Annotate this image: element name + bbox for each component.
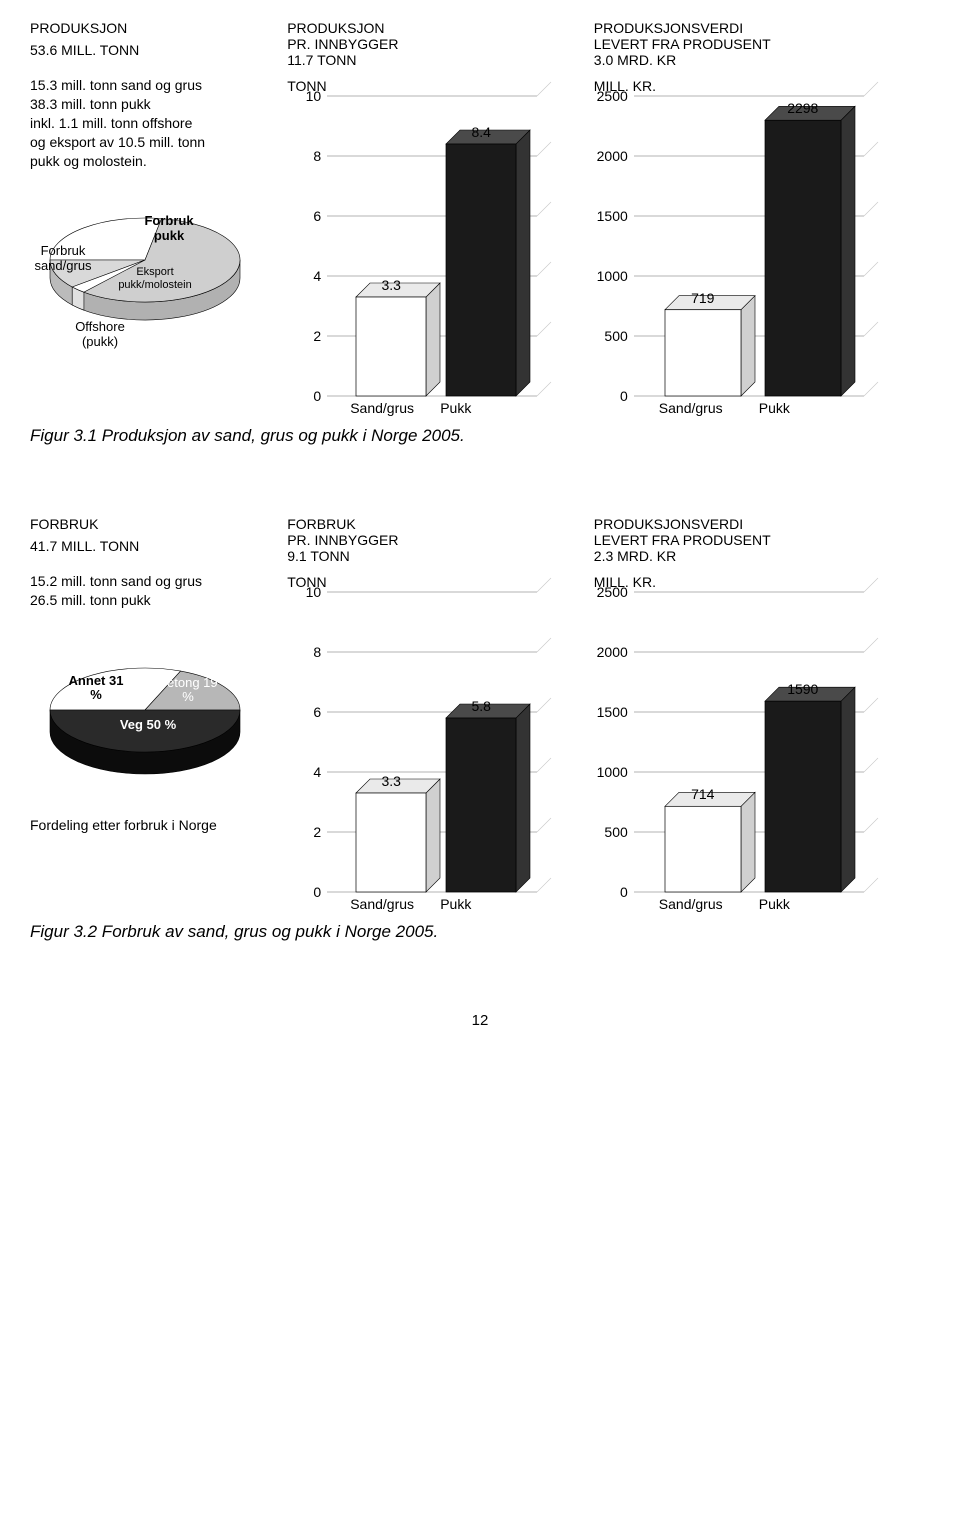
fig1-right-title: PRODUKSJONSVERDI LEVERT FRA PRODUSENT 3.… — [594, 20, 930, 72]
bar-category: Sand/grus — [350, 400, 414, 416]
ytick: 0 — [313, 884, 321, 900]
ytick: 4 — [313, 268, 321, 284]
fig2-mid-title: FORBRUK PR. INNBYGGER 9.1 TONN — [287, 516, 594, 568]
bar-value: 719 — [683, 290, 723, 306]
ytick: 2500 — [597, 584, 628, 600]
bar-category: Pukk — [440, 896, 471, 912]
bar-category: Pukk — [440, 400, 471, 416]
fig2-mid-chart: 02468103.3Sand/grus5.8Pukk — [327, 592, 537, 892]
pie2-lbl-bet: Betong 19 % — [158, 676, 218, 705]
ytick: 2 — [313, 328, 321, 344]
ytick: 2 — [313, 824, 321, 840]
fig2-left: FORBRUK 41.7 MILL. TONN 15.2 mill. tonn … — [30, 516, 287, 833]
figure-3-1: PRODUKSJON 53.6 MILL. TONN 15.3 mill. to… — [30, 20, 930, 446]
pie1-lbl-exp: Eksport pukk/molostein — [100, 266, 210, 290]
fig2-right-ylabel: MILL. KR. — [594, 574, 930, 590]
bar-category: Pukk — [759, 400, 790, 416]
fig2-right-title: PRODUKSJONSVERDI LEVERT FRA PRODUSENT 2.… — [594, 516, 930, 568]
ytick: 6 — [313, 704, 321, 720]
bar-value: 2298 — [783, 100, 823, 116]
ytick: 2000 — [597, 644, 628, 660]
ytick: 1500 — [597, 208, 628, 224]
pie1-lbl-sg: Forbruk sand/grus — [26, 244, 100, 273]
bar-category: Sand/grus — [659, 400, 723, 416]
figure-3-2: FORBRUK 41.7 MILL. TONN 15.2 mill. tonn … — [30, 516, 930, 942]
bar-category: Pukk — [759, 896, 790, 912]
fig1-head1: PRODUKSJON — [30, 20, 277, 36]
bar-value: 5.8 — [461, 698, 501, 714]
bar-value: 8.4 — [461, 124, 501, 140]
fig1-right-chart: 05001000150020002500719Sand/grus2298Pukk — [634, 96, 864, 396]
fig1-body: 15.3 mill. tonn sand og grus 38.3 mill. … — [30, 76, 277, 170]
fig2-body: 15.2 mill. tonn sand og grus 26.5 mill. … — [30, 572, 277, 610]
fig1-right-ylabel: MILL. KR. — [594, 78, 930, 94]
bar-value: 3.3 — [371, 277, 411, 293]
pie2-lbl-ann: Annet 31 % — [66, 674, 126, 703]
pie2-lbl-veg: Veg 50 % — [118, 718, 178, 732]
fig2-right: PRODUKSJONSVERDI LEVERT FRA PRODUSENT 2.… — [594, 516, 930, 892]
fig1-left: PRODUKSJON 53.6 MILL. TONN 15.3 mill. to… — [30, 20, 287, 353]
ytick: 8 — [313, 644, 321, 660]
ytick: 0 — [620, 884, 628, 900]
ytick: 2000 — [597, 148, 628, 164]
ytick: 500 — [604, 328, 627, 344]
fig1-right: PRODUKSJONSVERDI LEVERT FRA PRODUSENT 3.… — [594, 20, 930, 396]
fig2-caption: Figur 3.2 Forbruk av sand, grus og pukk … — [30, 922, 930, 942]
fig1-head2: 53.6 MILL. TONN — [30, 42, 277, 58]
pie1-lbl-off: Offshore (pukk) — [60, 320, 140, 349]
ytick: 1000 — [597, 268, 628, 284]
fig1-mid: PRODUKSJON PR. INNBYGGER 11.7 TONN TONN … — [287, 20, 594, 396]
ytick: 10 — [306, 88, 322, 104]
bar-category: Sand/grus — [659, 896, 723, 912]
ytick: 6 — [313, 208, 321, 224]
fig1-pie: Forbruk sand/grus Forbruk pukk Eksport p… — [30, 200, 260, 353]
fig1-mid-chart: 02468103.3Sand/grus8.4Pukk — [327, 96, 537, 396]
ytick: 2500 — [597, 88, 628, 104]
bar-value: 3.3 — [371, 773, 411, 789]
fig1-mid-ylabel: TONN — [287, 78, 594, 94]
ytick: 0 — [620, 388, 628, 404]
ytick: 0 — [313, 388, 321, 404]
fig2-head1: FORBRUK — [30, 516, 277, 532]
fig2-mid-ylabel: TONN — [287, 574, 594, 590]
fig1-caption: Figur 3.1 Produksjon av sand, grus og pu… — [30, 426, 930, 446]
ytick: 1500 — [597, 704, 628, 720]
page-number: 12 — [30, 1012, 930, 1029]
ytick: 500 — [604, 824, 627, 840]
fig2-head2: 41.7 MILL. TONN — [30, 538, 277, 554]
ytick: 1000 — [597, 764, 628, 780]
fig2-pie: Annet 31 % Betong 19 % Veg 50 % — [30, 650, 260, 803]
ytick: 4 — [313, 764, 321, 780]
ytick: 10 — [306, 584, 322, 600]
bar-value: 714 — [683, 786, 723, 802]
bar-category: Sand/grus — [350, 896, 414, 912]
fig2-mid: FORBRUK PR. INNBYGGER 9.1 TONN TONN 0246… — [287, 516, 594, 892]
fig2-below-pie: Fordeling etter forbruk i Norge — [30, 817, 277, 833]
fig2-right-chart: 05001000150020002500714Sand/grus1590Pukk — [634, 592, 864, 892]
bar-value: 1590 — [783, 681, 823, 697]
fig1-mid-title: PRODUKSJON PR. INNBYGGER 11.7 TONN — [287, 20, 594, 72]
pie1-lbl-fp: Forbruk pukk — [134, 214, 204, 243]
ytick: 8 — [313, 148, 321, 164]
